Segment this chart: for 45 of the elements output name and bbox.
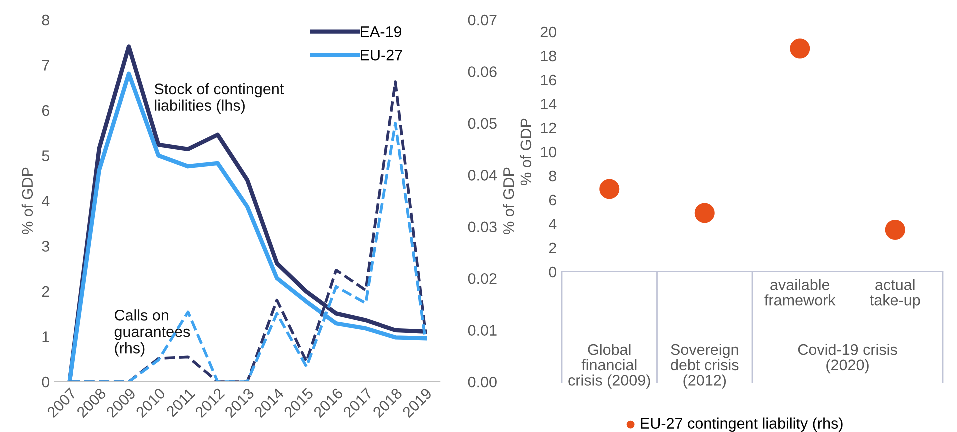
y-tick-label: 20 (540, 26, 557, 38)
y2-tick-label: 0.03 (468, 222, 497, 233)
y-tick-label: 18 (541, 50, 556, 62)
y-tick-label: 14 (541, 99, 557, 110)
y2-tick-label: 0.00 (468, 376, 497, 388)
y2-tick-label: 0.06 (468, 66, 497, 78)
text: Covid-19 crisis (2020) (798, 344, 898, 374)
legend-label: EA-19 (361, 26, 402, 38)
y2-tick-label: 0.02 (468, 273, 497, 284)
y-axis-title: % of GDP (22, 168, 34, 234)
y-tick-label: 1 (42, 332, 50, 342)
annotation: Calls on guarantees (rhs) (114, 310, 190, 357)
y-tick-label: 4 (42, 196, 50, 207)
x-tick-label: Sovereign debt crisis (2012) (671, 344, 739, 389)
y-tick-label: 7 (42, 60, 50, 71)
y-tick-label: 0 (42, 376, 50, 388)
point (885, 220, 906, 240)
y-tick-label: 2 (549, 242, 556, 254)
y-tick-label: 0 (549, 266, 557, 278)
x-tick-label: Global financial crisis (2009) (568, 344, 650, 389)
y-tick-label: 16 (541, 74, 556, 86)
y2-tick-label: 0.01 (468, 325, 497, 336)
y-tick-label: 8 (549, 170, 556, 182)
y-axis-title: % of GDP (520, 118, 532, 186)
y2-axis-title: % of GDP (503, 168, 514, 234)
y-tick-label: 6 (549, 194, 556, 206)
y2-tick-label: 0.07 (468, 14, 497, 26)
x-tick-label: available framework (764, 279, 836, 306)
legend-label: EU-27 contingent liability (rhs) (641, 418, 843, 432)
y2-tick-label: 0.05 (468, 118, 497, 130)
x-tick-label: actual take-up (870, 279, 920, 309)
y-tick-label: 8 (42, 14, 50, 26)
point (694, 203, 715, 224)
annotation: Stock of contingent liabilities (lhs) (154, 83, 284, 114)
y-tick-label: 5 (42, 150, 50, 162)
point (790, 38, 810, 59)
legend-label: EU-27 (361, 50, 402, 61)
y-tick-label: 4 (548, 219, 557, 230)
y-tick-label: 6 (42, 105, 50, 116)
y-tick-label: 2 (42, 286, 50, 298)
point (600, 179, 620, 200)
y2-tick-label: 0.04 (468, 170, 498, 181)
y-tick-label: 3 (42, 241, 50, 252)
y-tick-label: 10 (541, 146, 557, 158)
y-tick-label: 12 (541, 122, 556, 134)
